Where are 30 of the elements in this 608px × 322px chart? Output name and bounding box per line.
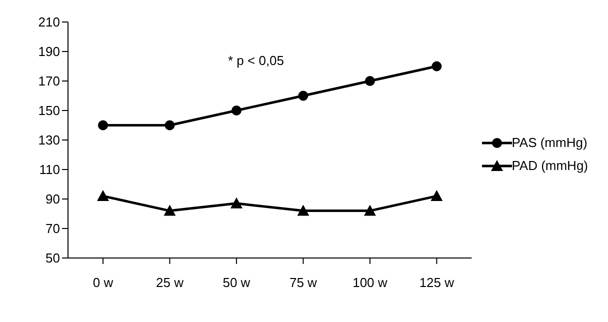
point	[364, 76, 375, 86]
point	[98, 120, 108, 130]
point	[164, 120, 175, 130]
y-tick-label: 90	[46, 192, 60, 207]
legend-label: PAS (mmHg)	[512, 135, 588, 150]
point	[230, 197, 242, 208]
point	[432, 61, 442, 72]
y-tick-label: 50	[46, 250, 60, 266]
y-tick-label: 70	[46, 221, 60, 236]
x-tick-label: 100 w	[352, 275, 388, 290]
point	[430, 190, 443, 202]
y-tick-label: 130	[38, 132, 60, 148]
y-tick-label: 150	[38, 103, 60, 118]
y-tick-label: 210	[38, 14, 60, 30]
y-tick-label: 190	[38, 44, 60, 60]
x-tick-label: 125 w	[419, 275, 455, 290]
legend-label: PAD (mmHg)	[512, 158, 588, 173]
point	[364, 204, 376, 216]
x-tick-label: 0 w	[92, 275, 114, 290]
point	[97, 190, 109, 202]
x-tick-label: 50 w	[222, 275, 251, 290]
x-tick-label: 25 w	[156, 275, 184, 290]
annotation: * p < 0,05	[228, 53, 284, 68]
point	[231, 106, 242, 116]
y-tick-label: 170	[38, 74, 60, 89]
point	[298, 90, 308, 101]
x-tick-label: 75 w	[289, 275, 318, 290]
point	[164, 204, 176, 216]
point	[297, 204, 310, 216]
y-tick-label: 110	[39, 162, 60, 178]
